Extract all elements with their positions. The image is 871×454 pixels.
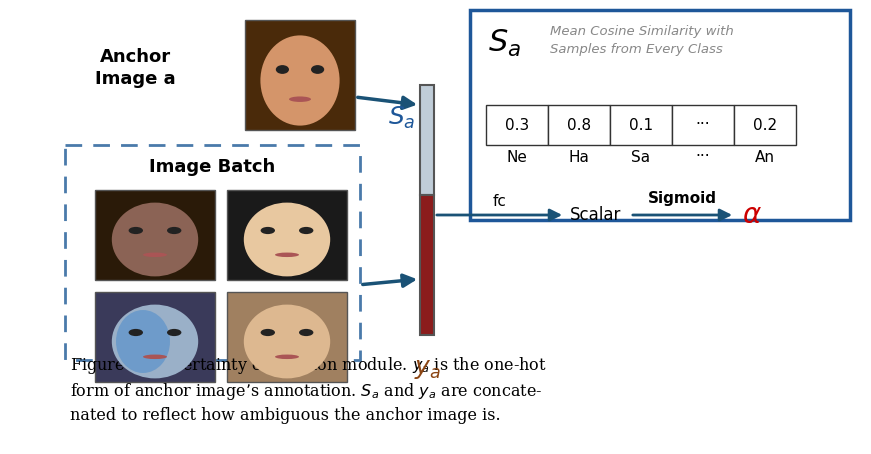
Bar <box>420 85 434 195</box>
Text: Image Batch: Image Batch <box>149 158 275 176</box>
Bar <box>610 105 672 145</box>
Bar <box>227 190 347 280</box>
Ellipse shape <box>116 310 170 373</box>
Bar <box>95 190 215 280</box>
Text: Ne: Ne <box>507 149 528 164</box>
Bar <box>672 105 734 145</box>
Text: 0.8: 0.8 <box>567 118 591 133</box>
Text: Scalar: Scalar <box>570 206 621 224</box>
Text: 0.1: 0.1 <box>629 118 653 133</box>
Bar <box>95 292 215 382</box>
Ellipse shape <box>260 227 275 234</box>
Text: ···: ··· <box>696 149 711 164</box>
Bar <box>548 105 610 145</box>
Ellipse shape <box>299 227 314 234</box>
Bar <box>227 292 347 382</box>
Ellipse shape <box>111 305 199 378</box>
Ellipse shape <box>244 305 330 378</box>
Ellipse shape <box>244 202 330 276</box>
Ellipse shape <box>129 329 143 336</box>
Text: fc: fc <box>493 193 506 208</box>
Text: nated to reflect how ambiguous the anchor image is.: nated to reflect how ambiguous the ancho… <box>70 407 501 424</box>
Bar <box>245 20 355 130</box>
Text: Anchor
Image a: Anchor Image a <box>95 48 175 88</box>
Ellipse shape <box>311 65 324 74</box>
Ellipse shape <box>143 252 167 257</box>
Text: Ha: Ha <box>569 149 590 164</box>
Ellipse shape <box>260 329 275 336</box>
Text: 0.2: 0.2 <box>753 118 777 133</box>
Ellipse shape <box>129 227 143 234</box>
Ellipse shape <box>143 355 167 359</box>
Text: ···: ··· <box>696 118 711 133</box>
Ellipse shape <box>276 65 289 74</box>
FancyBboxPatch shape <box>470 10 850 220</box>
Ellipse shape <box>111 202 199 276</box>
Text: $S_a$: $S_a$ <box>488 28 521 59</box>
Bar <box>420 195 434 335</box>
Text: form of anchor image’s annotation. $S_a$ and $y_a$ are concate-: form of anchor image’s annotation. $S_a$… <box>70 381 543 402</box>
Text: An: An <box>755 149 775 164</box>
Ellipse shape <box>167 329 181 336</box>
Ellipse shape <box>275 252 299 257</box>
Ellipse shape <box>275 355 299 359</box>
Ellipse shape <box>167 227 181 234</box>
FancyBboxPatch shape <box>65 145 360 360</box>
Text: Mean Cosine Similarity with
Samples from Every Class: Mean Cosine Similarity with Samples from… <box>550 25 733 56</box>
Bar <box>734 105 796 145</box>
Text: $\alpha$: $\alpha$ <box>742 201 762 229</box>
Ellipse shape <box>299 329 314 336</box>
Bar <box>486 105 548 145</box>
Text: Sigmoid: Sigmoid <box>648 192 717 207</box>
Text: 0.3: 0.3 <box>505 118 529 133</box>
Ellipse shape <box>260 35 340 126</box>
Text: $\mathit{y_a}$: $\mathit{y_a}$ <box>414 357 441 381</box>
Text: Sa: Sa <box>631 149 651 164</box>
Text: Figure 3: Uncertainty estimation module. $y_a$ is the one-hot: Figure 3: Uncertainty estimation module.… <box>70 355 547 376</box>
Text: $\mathbf{\it{S_a}}$: $\mathbf{\it{S_a}}$ <box>388 105 415 131</box>
Ellipse shape <box>289 96 311 102</box>
